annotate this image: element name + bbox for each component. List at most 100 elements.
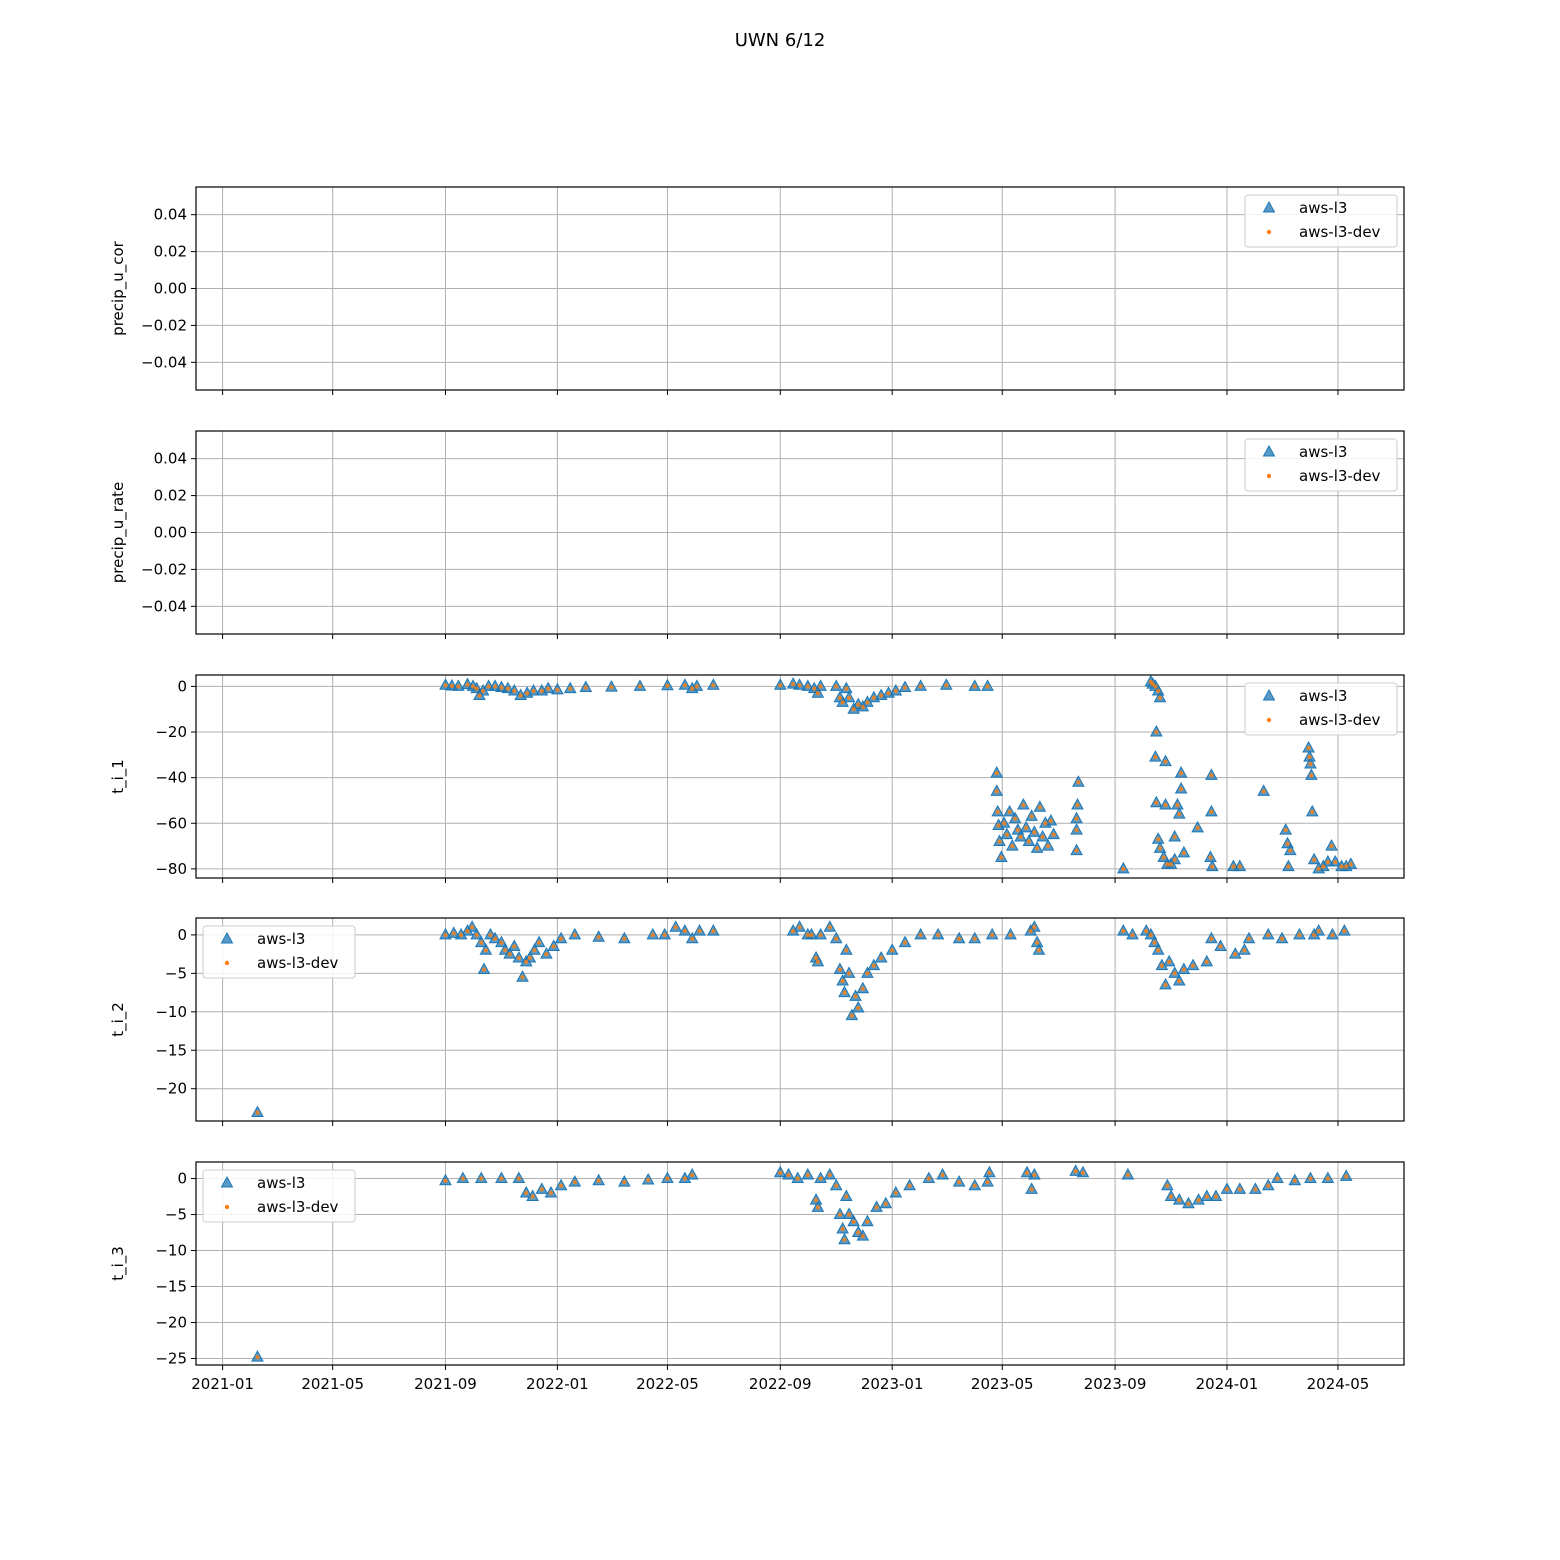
data-point-aws-l3-dev: [851, 707, 856, 712]
data-point-aws-l3-dev: [530, 1194, 535, 1199]
subplot-t_i_1: 0 −20 −40 −60 −80 t_i_1 aws-l3 aws-l3-dev: [109, 674, 1405, 883]
data-point-aws-l3-dev: [1321, 864, 1326, 869]
data-point-aws-l3-dev: [1242, 948, 1247, 953]
data-point-aws-l3-dev: [1279, 936, 1285, 941]
y-tick-label: −0.02: [141, 560, 187, 578]
y-tick-label: −60: [155, 814, 187, 832]
legend-marker-aws-l3: [1262, 200, 1276, 213]
y-tick-label: 0: [177, 1170, 187, 1188]
data-point-aws-l3-dev: [1177, 978, 1182, 984]
x-tick-label: 2022-09: [749, 1375, 812, 1393]
data-point-aws-l3-dev: [524, 1190, 529, 1196]
data-point-aws-l3-dev: [1153, 684, 1158, 689]
data-point-aws-l3-dev: [902, 940, 908, 945]
data-point-aws-l3-dev: [596, 1178, 601, 1183]
data-point-aws-l3-dev: [1155, 688, 1161, 694]
data-point-aws-l3-dev: [443, 1178, 448, 1183]
data-point-aws-l3-dev: [465, 928, 470, 934]
legend-label: aws-l3: [1299, 687, 1347, 705]
legend-marker-aws-l3: [1262, 688, 1276, 701]
data-point-aws-l3-dev: [479, 940, 484, 945]
data-point-aws-l3-dev: [999, 855, 1004, 860]
data-point-aws-l3-dev: [1004, 832, 1010, 837]
y-tick-label: −15: [155, 1278, 187, 1296]
data-point-aws-l3-dev: [255, 1110, 260, 1115]
data-point-aws-l3-dev: [837, 695, 843, 701]
legend-box: [1244, 194, 1398, 248]
data-point-aws-l3-dev: [1208, 855, 1213, 860]
data-point-aws-l3-dev: [827, 925, 833, 930]
data-point-aws-l3-dev: [1253, 1187, 1258, 1192]
data-point-aws-l3-dev: [507, 951, 512, 957]
data-point-aws-l3-dev: [805, 1172, 810, 1178]
data-point-aws-l3-dev: [818, 932, 823, 938]
data-point-aws-l3-dev: [524, 959, 529, 965]
data-point-aws-l3-dev: [516, 955, 522, 961]
data-point-aws-l3-dev: [443, 683, 448, 688]
data-point-aws-l3-dev: [874, 1205, 879, 1210]
y-tick-label: −20: [155, 1314, 187, 1332]
data-point-aws-l3-dev: [1010, 843, 1015, 849]
data-point-aws-l3-dev: [536, 940, 542, 945]
data-point-aws-l3-dev: [865, 700, 870, 705]
data-point-aws-l3-dev: [1172, 834, 1177, 840]
series-markers: [439, 674, 1358, 874]
data-point-aws-l3-dev: [893, 1190, 899, 1196]
data-point-aws-l3-dev: [972, 684, 977, 689]
subplot-precip_u_cor: 0.04 0.02 0.00 −0.02 −0.04 precip_u_cor aws-l3…: [109, 186, 1405, 395]
data-point-aws-l3-dev: [650, 932, 655, 938]
data-point-aws-l3-dev: [902, 685, 908, 690]
data-point-aws-l3-dev: [531, 688, 536, 694]
y-tick-label: −0.04: [141, 353, 187, 371]
data-point-aws-l3-dev: [849, 1013, 855, 1018]
data-point-aws-l3-dev: [622, 936, 627, 941]
data-point-aws-l3-dev: [871, 963, 877, 968]
x-tick-label: 2024-01: [1196, 1375, 1259, 1393]
data-point-aws-l3-dev: [460, 1176, 466, 1181]
data-point-aws-l3-dev: [690, 1172, 695, 1178]
data-point-aws-l3-dev: [255, 1354, 260, 1360]
data-point-aws-l3-dev: [834, 1183, 839, 1188]
data-point-aws-l3-dev: [465, 682, 470, 687]
data-point-aws-l3-dev: [837, 1212, 843, 1217]
axes-frame: [195, 430, 1405, 635]
data-point-aws-l3-dev: [1008, 932, 1013, 938]
data-point-aws-l3-dev: [1178, 786, 1184, 792]
data-point-aws-l3-dev: [1015, 827, 1021, 833]
legend-marker-aws-l3-dev: [1266, 473, 1272, 479]
data-point-aws-l3-dev: [662, 932, 667, 938]
data-point-aws-l3-dev: [555, 687, 560, 693]
data-point-aws-l3-dev: [1076, 780, 1081, 785]
data-point-aws-l3-dev: [673, 925, 678, 930]
data-point-aws-l3-dev: [1163, 802, 1168, 808]
data-point-aws-l3-dev: [558, 1183, 564, 1188]
subplot-t_i_2: 0 −5 −10 −15 −20 t_i_2 aws-l3 aws-l3-dev: [109, 917, 1405, 1126]
y-tick-label: −5: [165, 964, 187, 982]
data-point-aws-l3-dev: [1311, 857, 1317, 862]
data-point-aws-l3-dev: [1024, 1170, 1030, 1175]
data-point-aws-l3-dev: [1195, 825, 1200, 831]
y-tick-label: 0.04: [154, 450, 187, 468]
data-point-aws-l3-dev: [1154, 729, 1159, 735]
data-point-aws-l3-dev: [1074, 827, 1079, 833]
data-point-aws-l3-dev: [1325, 859, 1331, 865]
data-point-aws-l3-dev: [499, 940, 504, 945]
data-point-aws-l3-dev: [1178, 770, 1184, 776]
data-point-aws-l3-dev: [994, 789, 999, 794]
data-point-aws-l3-dev: [477, 693, 482, 698]
data-point-aws-l3-dev: [1036, 948, 1042, 953]
data-point-aws-l3-dev: [805, 932, 810, 938]
legend-marker-aws-l3: [1262, 444, 1276, 457]
data-point-aws-l3-dev: [878, 955, 884, 961]
data-point-aws-l3-dev: [918, 932, 923, 938]
data-point-aws-l3-dev: [1329, 843, 1334, 849]
y-tick-label: −10: [155, 1242, 187, 1260]
data-point-aws-l3-dev: [840, 1226, 845, 1232]
data-point-aws-l3-dev: [846, 1212, 852, 1217]
legend-label: aws-l3-dev: [257, 1198, 339, 1216]
y-tick-label: 0: [177, 926, 187, 944]
data-point-aws-l3-dev: [995, 809, 1000, 815]
data-point-aws-l3-dev: [1237, 864, 1243, 869]
legend-box: [202, 1169, 356, 1223]
data-point-aws-l3-dev: [1074, 816, 1079, 821]
